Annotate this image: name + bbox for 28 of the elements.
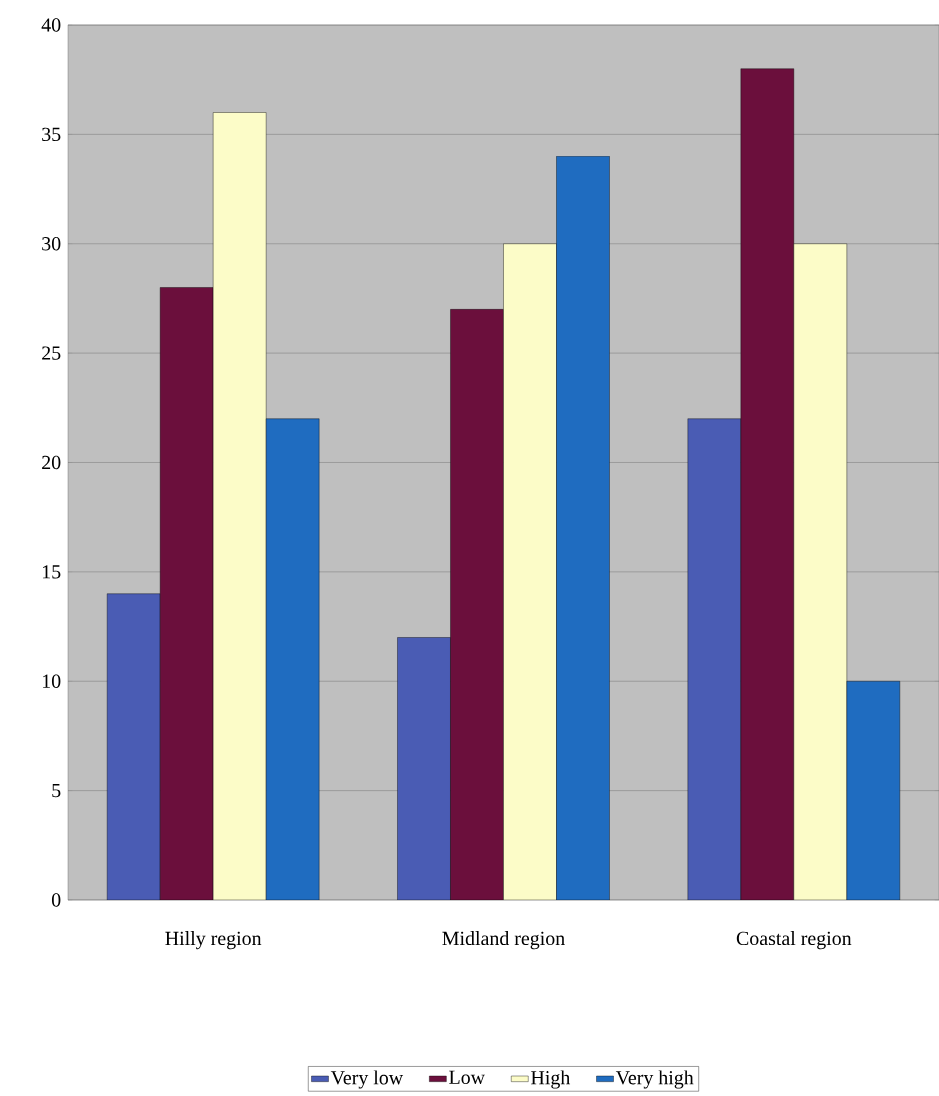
bar	[397, 637, 451, 900]
y-tick-label: 10	[42, 674, 61, 688]
bar	[687, 418, 741, 900]
bar	[159, 287, 214, 900]
bar	[503, 243, 557, 900]
bar	[265, 418, 320, 900]
y-tick-label: 20	[42, 455, 61, 470]
bar	[740, 68, 794, 900]
legend-label: Very low	[330, 1070, 403, 1089]
x-tick-label: Coastal region	[736, 931, 852, 950]
bar	[556, 156, 610, 900]
bar	[450, 309, 504, 900]
y-tick-label: 5	[52, 784, 61, 798]
y-tick-label: 35	[42, 127, 61, 142]
y-tick-label: 0	[51, 893, 61, 907]
bar	[846, 681, 900, 900]
bar	[106, 593, 161, 900]
y-tick-label: 25	[42, 346, 61, 360]
y-tick-label: 30	[42, 237, 61, 251]
bar	[793, 243, 847, 900]
legend-label: High	[530, 1070, 570, 1089]
y-tick-label: 40	[41, 18, 61, 32]
y-tick-label: 15	[42, 565, 61, 579]
x-tick-label: Hilly region	[165, 931, 262, 950]
legend-label: Very high	[615, 1070, 694, 1089]
x-tick-label: Midland region	[442, 931, 565, 950]
legend-label: Low	[449, 1070, 485, 1085]
bar	[212, 112, 267, 900]
